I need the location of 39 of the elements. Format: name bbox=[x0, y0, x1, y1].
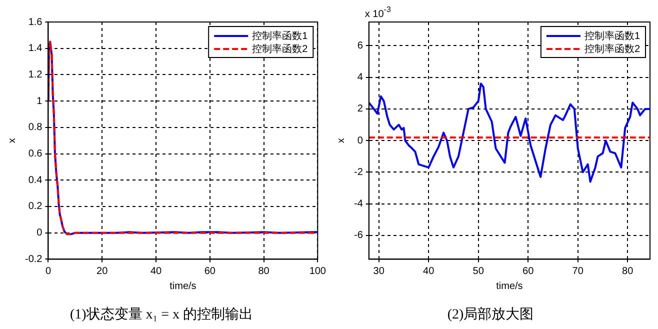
y-tick-label: 2 bbox=[357, 104, 364, 115]
text: (1)状态变量 x₁ = x 的控制输出 bbox=[70, 306, 254, 322]
x-tick-label: 60 bbox=[522, 266, 534, 277]
x-tick-label: 40 bbox=[423, 266, 435, 277]
x-tick-label: 70 bbox=[572, 266, 584, 277]
y-tick-label: 0.8 bbox=[28, 122, 43, 134]
x-tick-label: 30 bbox=[373, 266, 385, 277]
x-axis-title: time/s bbox=[496, 280, 523, 292]
y-tick-label: -4 bbox=[354, 198, 364, 210]
y-tick-label: 1.4 bbox=[28, 43, 43, 54]
y-tick-label: 6 bbox=[357, 40, 364, 52]
x-tick-label: 80 bbox=[258, 266, 270, 277]
x-axis-title: time/s bbox=[170, 280, 196, 292]
y-tick-label: 0 bbox=[36, 228, 43, 239]
y-tick-label: 1.2 bbox=[28, 69, 43, 80]
x-tick-label: 60 bbox=[204, 266, 216, 277]
y-tick-label: 4 bbox=[357, 72, 364, 84]
x-tick-label: 40 bbox=[150, 266, 162, 277]
y-tick-label: 1.6 bbox=[28, 16, 43, 28]
text: (2)局部放大图 bbox=[447, 306, 534, 322]
y-tick-label: 0.6 bbox=[28, 148, 43, 160]
y-tick-label: 0.2 bbox=[28, 201, 43, 212]
y-tick-label: 0 bbox=[357, 135, 364, 146]
y-axis-title: x bbox=[336, 138, 347, 144]
legend-label: 控制率函数1 bbox=[584, 30, 640, 42]
y-tick-label: 0.4 bbox=[28, 174, 43, 186]
x-tick-label: 80 bbox=[622, 266, 634, 277]
y-tick-label: -0.2 bbox=[24, 254, 43, 265]
legend-label: 控制率函数1 bbox=[252, 30, 308, 42]
x-tick-label: 50 bbox=[472, 266, 484, 277]
legend-label: 控制率函数2 bbox=[584, 42, 640, 55]
y-tick-label: -2 bbox=[354, 166, 364, 178]
x-tick-label: 100 bbox=[309, 266, 326, 277]
legend-label: 控制率函数2 bbox=[252, 42, 308, 55]
x-tick-label: 0 bbox=[45, 266, 52, 277]
y-axis-title: x bbox=[6, 138, 18, 144]
x-tick-label: 20 bbox=[96, 266, 108, 277]
y-tick-label: 1 bbox=[36, 96, 43, 107]
y-tick-label: -6 bbox=[354, 230, 364, 242]
